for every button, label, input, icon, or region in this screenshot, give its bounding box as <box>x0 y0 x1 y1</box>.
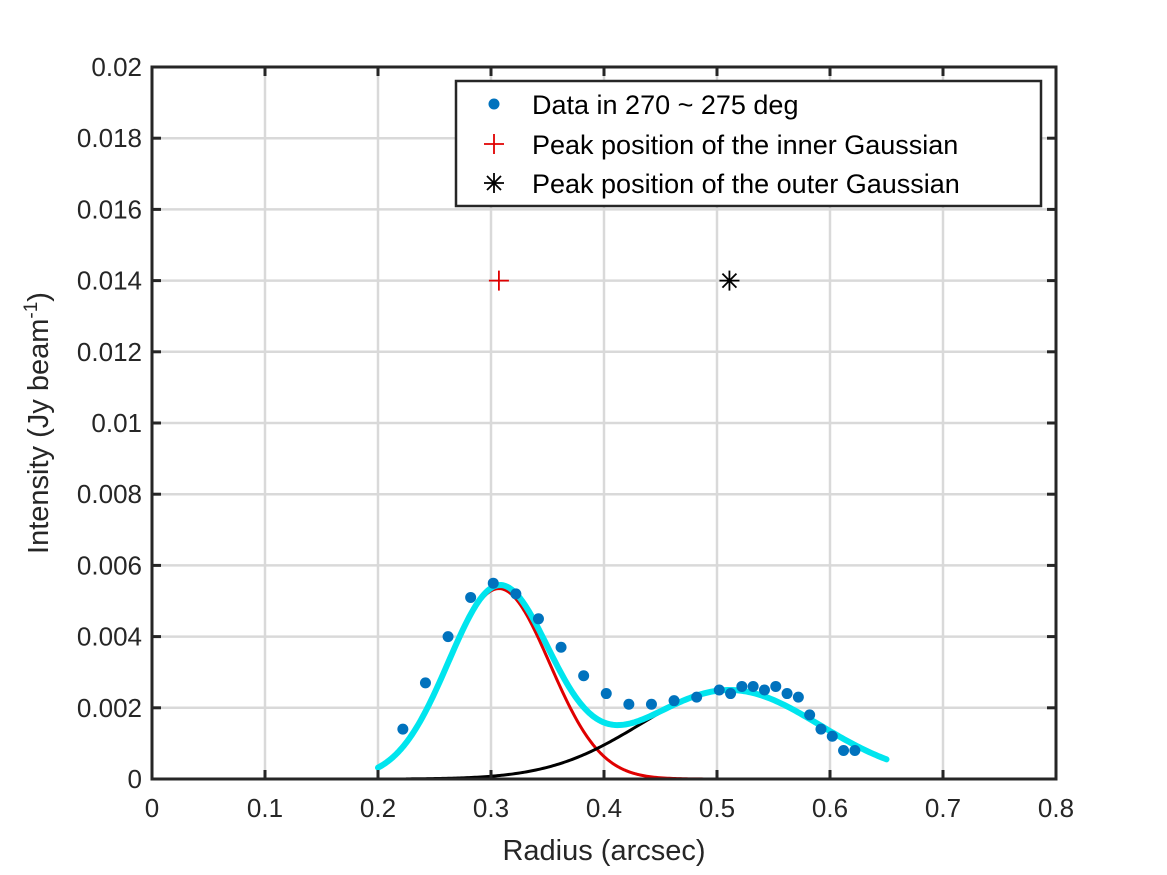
outer-peak-marker <box>719 270 740 291</box>
data-point <box>758 684 770 696</box>
legend-label-data: Data in 270 ~ 275 deg <box>532 90 798 120</box>
data-point <box>510 588 522 600</box>
legend-label-outer-peak: Peak position of the outer Gaussian <box>532 169 960 199</box>
data-point <box>600 688 612 700</box>
data-points <box>397 577 861 757</box>
data-point <box>623 698 635 710</box>
data-point <box>442 631 454 643</box>
data-point <box>770 680 782 692</box>
data-point <box>419 677 431 689</box>
x-tick-labels: 0 0.1 0.2 0.3 0.4 0.5 0.6 0.7 0.8 <box>145 793 1074 823</box>
x-tick-label: 0.1 <box>247 793 283 823</box>
y-tick-label: 0.002 <box>77 693 142 723</box>
legend-label-inner-peak: Peak position of the inner Gaussian <box>532 130 958 160</box>
x-tick-label: 0.6 <box>812 793 848 823</box>
data-point <box>849 745 861 757</box>
x-tick-label: 0 <box>145 793 159 823</box>
data-point <box>555 641 567 653</box>
inner-peak-marker <box>488 270 509 291</box>
peak-markers <box>488 270 740 291</box>
data-point <box>736 680 748 692</box>
y-tick-label: 0.016 <box>77 194 142 224</box>
total-fit-curve <box>375 582 890 771</box>
y-tick-label: 0.004 <box>77 622 142 652</box>
y-tick-label: 0.014 <box>77 266 142 296</box>
x-tick-label: 0.3 <box>473 793 509 823</box>
data-point <box>691 691 703 703</box>
legend-marker-data <box>488 98 500 110</box>
legend-marker-outer-peak <box>484 173 504 193</box>
data-point <box>487 577 499 589</box>
data-point <box>747 680 759 692</box>
y-tick-label: 0.01 <box>91 408 142 438</box>
x-axis-label: Radius (arcsec) <box>502 835 705 867</box>
y-tick-label: 0.012 <box>77 337 142 367</box>
data-point <box>397 723 409 735</box>
y-axis-label: Intensity (Jy beam-1) <box>21 292 55 554</box>
y-tick-label: 0 <box>128 764 142 794</box>
y-tick-labels: 0 0.002 0.004 0.006 0.008 0.01 0.012 0.014 0.016… <box>77 52 142 794</box>
y-tick-label: 0.018 <box>77 123 142 153</box>
data-point <box>725 688 737 700</box>
data-point <box>781 688 793 700</box>
legend-box <box>454 79 1043 208</box>
data-point <box>578 670 590 682</box>
x-tick-label: 0.2 <box>360 793 396 823</box>
x-tick-label: 0.5 <box>699 793 735 823</box>
data-point <box>532 613 544 625</box>
y-axis-label-superscript: -1 <box>21 302 42 319</box>
y-tick-label: 0.02 <box>91 52 142 82</box>
y-axis-label-close: ) <box>23 292 55 302</box>
data-point <box>645 698 657 710</box>
x-tick-label: 0.7 <box>925 793 961 823</box>
data-point <box>838 745 850 757</box>
data-point <box>713 684 725 696</box>
data-point <box>826 730 838 742</box>
y-tick-label: 0.006 <box>77 550 142 580</box>
data-point <box>815 723 827 735</box>
data-point <box>792 691 804 703</box>
data-point <box>465 591 477 603</box>
legend: Data in 270 ~ 275 deg Peak position of t… <box>454 79 1043 208</box>
data-point <box>668 695 680 707</box>
x-tick-label: 0.8 <box>1038 793 1074 823</box>
y-tick-label: 0.008 <box>77 479 142 509</box>
data-point <box>804 709 816 721</box>
x-tick-label: 0.4 <box>586 793 622 823</box>
tick-marks <box>150 65 1058 781</box>
y-axis-label-main: Intensity (Jy beam <box>23 319 55 554</box>
legend-marker-inner-peak <box>484 134 504 154</box>
